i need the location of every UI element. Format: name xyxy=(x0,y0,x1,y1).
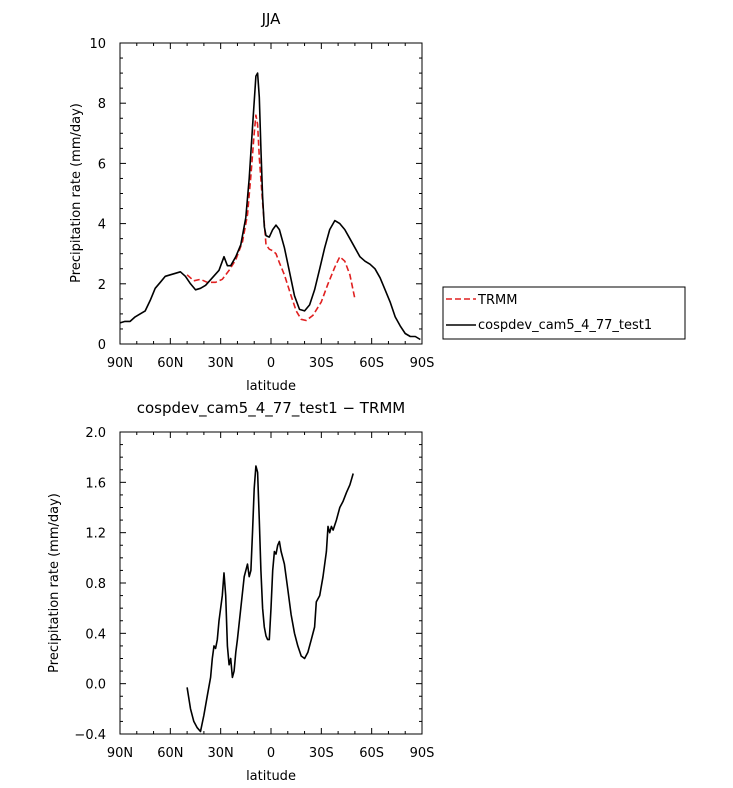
y-tick-label: −0.4 xyxy=(74,728,106,743)
legend-trmm-label: TRMM xyxy=(477,293,517,308)
y-tick-label: 4 xyxy=(98,218,106,233)
y-tick-label: 1.6 xyxy=(85,476,106,491)
bottom-ticks: 90N 60N 30N 0 30S 60S 90S −0.4 0.0 0.4 0.8 1.2 1.6 2.… xyxy=(74,426,434,761)
x-tick-label: 60N xyxy=(157,356,183,371)
bottom-y-axis-title: Precipitation rate (mm/day) xyxy=(47,493,62,673)
x-tick-label: 90S xyxy=(410,356,435,371)
y-tick-label: 1.2 xyxy=(85,527,106,542)
x-tick-label: 0 xyxy=(267,746,275,761)
top-plot-frame xyxy=(119,42,423,345)
top-chart-title: JJA xyxy=(261,10,282,28)
legend-model-label: cospdev_cam5_4_77_test1 xyxy=(478,318,652,333)
y-tick-label: 10 xyxy=(89,37,106,52)
y-tick-label: 2 xyxy=(98,278,106,293)
x-tick-label: 60S xyxy=(359,356,384,371)
x-tick-label: 90S xyxy=(410,746,435,761)
bottom-panel: cospdev_cam5_4_77_test1 − TRMM 90N 60N 30N… xyxy=(47,399,434,784)
trmm-series-line xyxy=(186,114,356,322)
x-tick-label: 60S xyxy=(359,746,384,761)
y-tick-label: 0.0 xyxy=(85,678,106,693)
top-series-group xyxy=(119,72,421,341)
top-y-axis-title: Precipitation rate (mm/day) xyxy=(69,103,84,283)
top-x-axis-title: latitude xyxy=(246,379,296,394)
difference-series-line xyxy=(186,465,354,733)
x-tick-label: 90N xyxy=(107,356,133,371)
bottom-x-axis-title: latitude xyxy=(246,769,296,784)
x-tick-label: 0 xyxy=(267,356,275,371)
bottom-chart-title: cospdev_cam5_4_77_test1 − TRMM xyxy=(137,399,406,418)
legend: TRMM cospdev_cam5_4_77_test1 xyxy=(442,286,686,340)
x-tick-label: 30S xyxy=(309,356,334,371)
x-tick-label: 90N xyxy=(107,746,133,761)
y-tick-label: 6 xyxy=(98,157,106,172)
y-tick-label: 0 xyxy=(98,338,106,353)
x-tick-label: 30N xyxy=(208,746,234,761)
x-tick-label: 60N xyxy=(157,746,183,761)
cospdev-cam5-4-77-test1-series-line xyxy=(119,72,421,341)
top-ticks: 90N 60N 30N 0 30S 60S 90S 0 2 4 6 8 10 xyxy=(89,37,434,371)
legend-box xyxy=(442,286,686,340)
y-tick-label: 2.0 xyxy=(85,426,106,441)
y-tick-label: 0.8 xyxy=(85,577,106,592)
bottom-plot-frame xyxy=(119,431,423,735)
y-tick-label: 0.4 xyxy=(85,627,106,642)
y-tick-label: 8 xyxy=(98,97,106,112)
bottom-series-group xyxy=(186,465,354,733)
x-tick-label: 30N xyxy=(208,356,234,371)
x-tick-label: 30S xyxy=(309,746,334,761)
